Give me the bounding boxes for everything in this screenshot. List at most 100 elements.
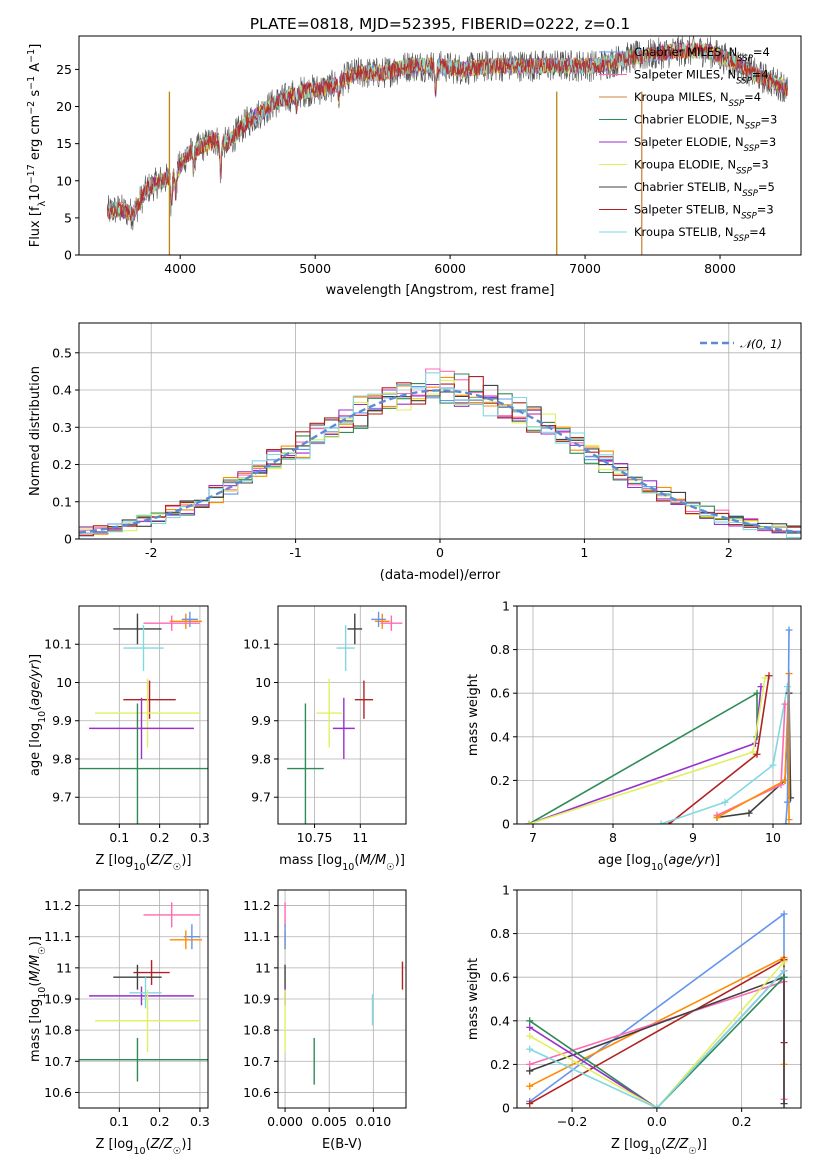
- x-tick-label: 0.1: [109, 830, 129, 845]
- plot-area: [106, 36, 788, 255]
- axes-frame: [516, 889, 802, 1109]
- y-tick-label: 10.8: [243, 1023, 271, 1038]
- y-tick-label: 5: [64, 210, 72, 225]
- weight-point: [780, 1100, 788, 1108]
- weight-point: [785, 626, 793, 634]
- x-tick-label: 11: [352, 830, 368, 845]
- residual-histogram-panel: -2 -1 0 1 2 0 0.1 0.2 0.3 0.4 0.5 (data-model)/erro…: [28, 322, 802, 583]
- x-axis-label: Z [log10(Z/Z☉)]: [96, 853, 192, 873]
- plot-area: [284, 902, 404, 1085]
- y-tick-label: 10: [56, 675, 72, 690]
- weight-point: [780, 967, 788, 975]
- x-tick-label: 8: [609, 830, 617, 845]
- y-tick-label: 9.7: [251, 790, 271, 805]
- x-tick-label: 4000: [164, 261, 196, 276]
- weight-point: [526, 1067, 534, 1075]
- x-tick-label: 7: [529, 830, 537, 845]
- plot-area: [525, 626, 795, 824]
- weight-point: [753, 750, 761, 758]
- weight-point: [783, 683, 791, 691]
- legend-entry: 𝒩(0, 1): [740, 337, 782, 351]
- x-tick-label: 0.005: [311, 1114, 347, 1129]
- x-tick-label: 10.75: [297, 830, 333, 845]
- spectrum-line-6: [107, 36, 788, 231]
- x-tick-label: 10: [765, 830, 781, 845]
- axes: 7 8 9 10 0 0.2 0.4 0.6 0.8 1 age [log10(age/yr)] ma…: [466, 599, 802, 873]
- y-tick-label: 9.7: [52, 790, 72, 805]
- y-tick-label: 0: [502, 817, 510, 832]
- y-axis-label: age [log10(age/yr)]: [28, 654, 48, 776]
- weight-point: [780, 973, 788, 981]
- y-tick-label: 0.4: [490, 729, 510, 744]
- weight-line-7: [716, 673, 790, 820]
- weight-point: [769, 761, 777, 769]
- y-tick-label: 0.8: [490, 926, 510, 941]
- y-tick-label: 0.6: [490, 970, 510, 985]
- plot-area: [79, 902, 208, 1082]
- weight-point: [753, 689, 761, 697]
- x-tick-label: 7000: [569, 261, 601, 276]
- mass-weight-vs-age-panel: 7 8 9 10 0 0.2 0.4 0.6 0.8 1 age [log10(age/yr)] ma…: [466, 599, 802, 873]
- y-axis-label: mass weight: [466, 958, 481, 1040]
- axes-frame: [78, 322, 802, 540]
- axes: −0.2 0.0 0.2 0 0.2 0.4 0.6 0.8 1 Z [log10(Z/Z☉)] m…: [466, 883, 802, 1157]
- plot-area: [79, 368, 801, 539]
- y-axis-label: mass [log10(M/M☉)]: [28, 936, 48, 1062]
- legend-entry-7: Salpeter STELIB, NSSP=3: [634, 203, 774, 222]
- weight-point: [745, 809, 753, 817]
- weight-point: [657, 820, 665, 824]
- y-tick-label: 9.9: [52, 713, 72, 728]
- mass-vs-metallicity-panel: 0.1 0.2 0.3 10.6 10.7 10.8 10.9 11 11.1 11.2 Z [lo…: [28, 889, 210, 1157]
- weight-point: [526, 1017, 534, 1025]
- grid-lines: [278, 606, 406, 824]
- weight-line-4: [660, 686, 789, 824]
- y-tick-label: 15: [56, 136, 72, 151]
- y-tick-label: 10.9: [243, 992, 271, 1007]
- x-tick-label: 9: [689, 830, 697, 845]
- y-tick-label: 9.9: [251, 713, 271, 728]
- plot-area: [79, 611, 208, 824]
- y-tick-label: 0.4: [52, 383, 72, 398]
- x-tick-label: −0.2: [557, 1114, 587, 1129]
- axes: 0.000 0.005 0.010 10.6 10.7 10.8 10.9 11 11.1 11.…: [243, 889, 407, 1152]
- x-tick-label: 8000: [704, 261, 736, 276]
- weight-point: [765, 672, 773, 680]
- x-tick-label: 6000: [434, 261, 466, 276]
- grid-lines: [278, 890, 406, 1108]
- mass-vs-ebv-panel: 0.000 0.005 0.010 10.6 10.7 10.8 10.9 11 11.1 11.…: [243, 889, 407, 1152]
- legend-entry-2: Kroupa MILES, NSSP=4: [634, 90, 761, 109]
- weight-point: [749, 748, 757, 756]
- x-tick-label: 0.000: [267, 1114, 303, 1129]
- age-vs-mass-panel: 10.75 11 9.7 9.8 9.9 10 10.1 mass [log10(M/M☉)]: [243, 605, 407, 873]
- normal-reference-curve: [79, 389, 801, 534]
- x-axis-label: Z [log10(Z/Z☉)]: [96, 1137, 192, 1157]
- axes-frame: [277, 889, 407, 1109]
- y-tick-label: 0.8: [490, 642, 510, 657]
- x-tick-label: 0.2: [732, 1114, 752, 1129]
- legend-entry-1: Salpeter MILES, NSSP=4: [634, 68, 769, 87]
- weight-line-0: [528, 691, 758, 824]
- weight-point: [653, 1104, 661, 1108]
- y-tick-label: 25: [56, 62, 72, 77]
- spectrum-panel: 4000 5000 6000 7000 8000 0 5 10 15 20 25 wavelength…: [26, 35, 802, 298]
- y-tick-label: 10.7: [44, 1054, 72, 1069]
- y-tick-label: 10.6: [243, 1085, 271, 1100]
- y-tick-label: 11: [255, 960, 271, 975]
- y-tick-label: 0.6: [490, 686, 510, 701]
- y-tick-label: 0.4: [490, 1013, 510, 1028]
- y-axis-label: mass weight: [466, 674, 481, 756]
- axes-frame: [78, 605, 209, 825]
- x-tick-label: 1: [580, 545, 588, 560]
- weight-point: [713, 813, 721, 821]
- age-vs-metallicity-panel: 0.1 0.2 0.3 9.7 9.8 9.9 10 10.1 Z [log10(Z/Z☉)] a…: [28, 605, 210, 873]
- x-tick-label: -2: [145, 545, 157, 560]
- x-tick-label: 0.010: [355, 1114, 391, 1129]
- weight-point: [525, 820, 533, 824]
- weight-point: [780, 958, 788, 966]
- x-tick-label: 0.3: [190, 1114, 210, 1129]
- y-tick-label: 0: [64, 248, 72, 263]
- y-tick-label: 0.3: [52, 420, 72, 435]
- weight-line-2: [528, 677, 766, 824]
- weight-point: [526, 1082, 534, 1090]
- x-axis-label: (data-model)/error: [380, 568, 501, 583]
